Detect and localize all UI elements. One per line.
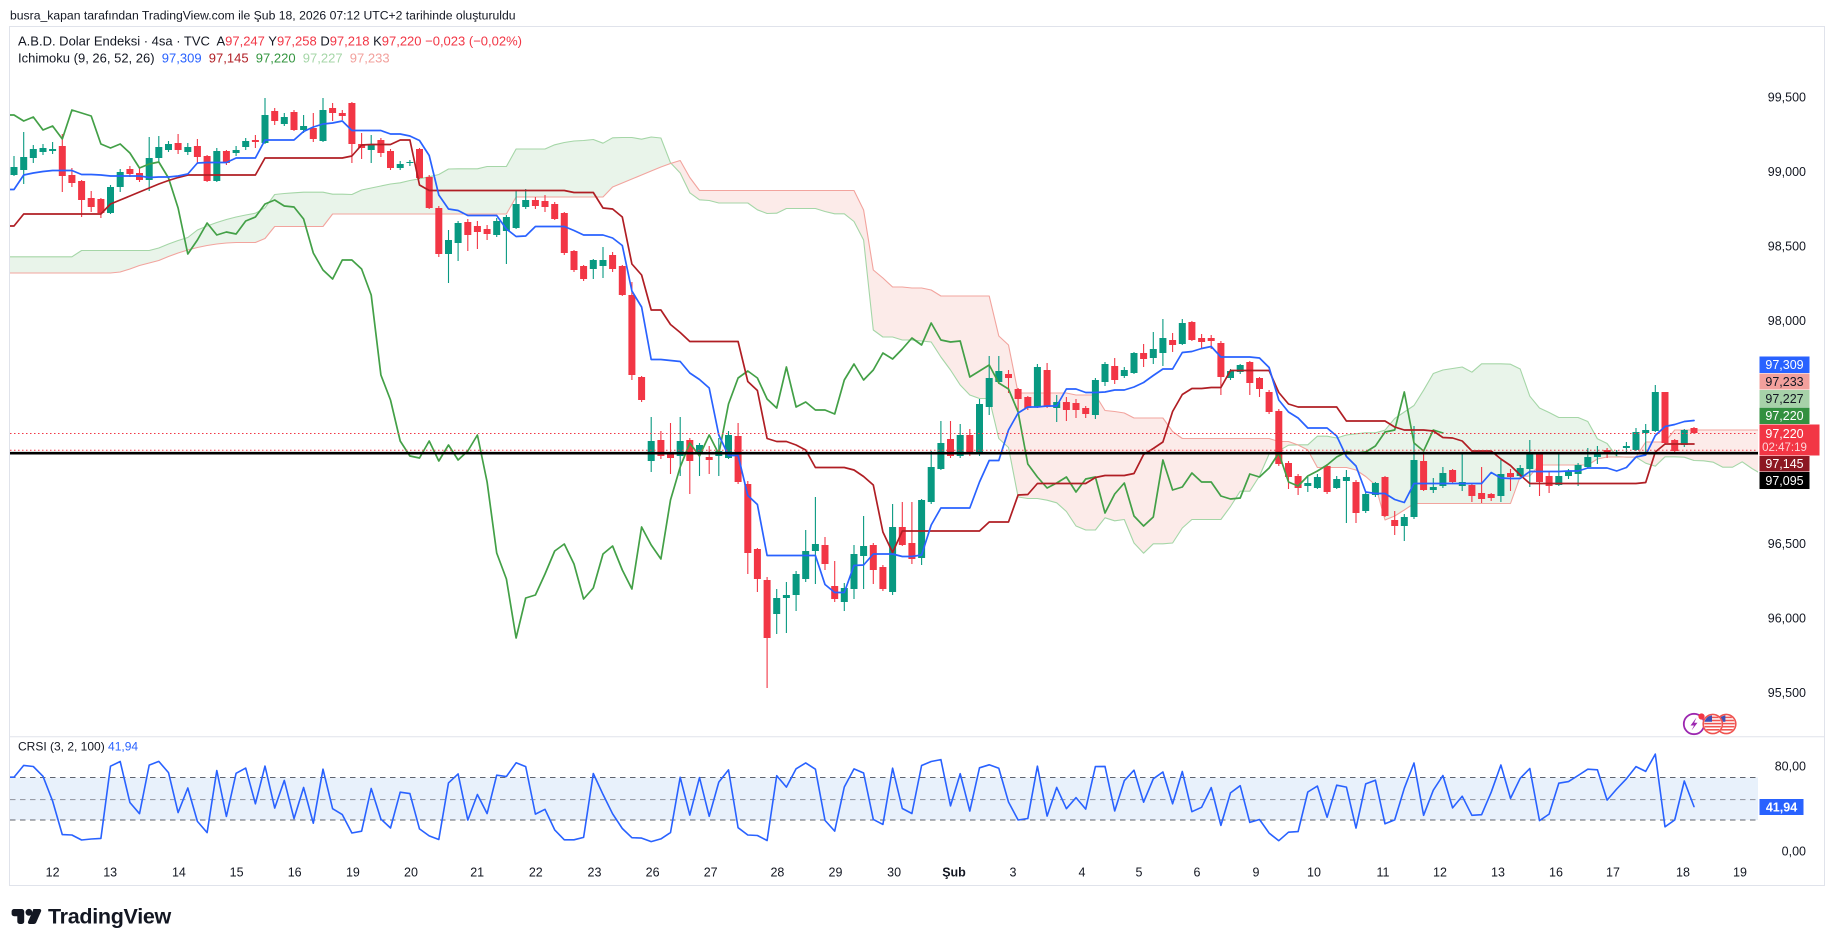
svg-text:97,095: 97,095: [1765, 474, 1803, 488]
svg-text:99,500: 99,500: [1768, 91, 1806, 105]
svg-text:13: 13: [103, 866, 117, 880]
svg-text:95,500: 95,500: [1768, 686, 1806, 700]
svg-text:12: 12: [1433, 866, 1447, 880]
svg-text:97,145: 97,145: [1765, 457, 1803, 471]
svg-text:41,94: 41,94: [1766, 800, 1797, 814]
svg-text:96,000: 96,000: [1768, 612, 1806, 626]
svg-text:6: 6: [1194, 866, 1201, 880]
svg-text:14: 14: [172, 866, 186, 880]
svg-text:98,500: 98,500: [1768, 240, 1806, 254]
svg-text:96,500: 96,500: [1768, 537, 1806, 551]
svg-text:97,220: 97,220: [1765, 409, 1803, 423]
svg-text:97,227: 97,227: [1765, 392, 1803, 406]
svg-text:TradingView: TradingView: [48, 905, 172, 929]
svg-text:26: 26: [646, 866, 660, 880]
svg-text:9: 9: [1253, 866, 1260, 880]
svg-text:17: 17: [1606, 866, 1620, 880]
svg-text:11: 11: [1377, 866, 1390, 880]
svg-text:80,00: 80,00: [1775, 760, 1806, 774]
svg-text:97,309: 97,309: [1765, 358, 1803, 372]
svg-text:CRSI (3, 2, 100) 41,94: CRSI (3, 2, 100) 41,94: [18, 740, 138, 754]
svg-text:10: 10: [1307, 866, 1321, 880]
svg-text:12: 12: [46, 866, 60, 880]
svg-text:23: 23: [588, 866, 602, 880]
svg-text:3: 3: [1010, 866, 1017, 880]
svg-text:Şub: Şub: [942, 866, 966, 880]
svg-text:98,000: 98,000: [1768, 314, 1806, 328]
svg-text:Ichimoku (9, 26, 52, 26) 97,3: Ichimoku (9, 26, 52, 26) 97,309 97,145 9…: [18, 51, 390, 66]
svg-text:busra_kapan tarafından Trading: busra_kapan tarafından TradingView.com i…: [10, 9, 516, 23]
svg-text:19: 19: [346, 866, 360, 880]
svg-text:97,220: 97,220: [1765, 427, 1803, 441]
svg-text:02:47:19: 02:47:19: [1762, 442, 1807, 454]
svg-text:30: 30: [887, 866, 901, 880]
svg-text:0,00: 0,00: [1782, 845, 1806, 859]
svg-text:15: 15: [230, 866, 244, 880]
svg-text:16: 16: [1549, 866, 1563, 880]
svg-text:22: 22: [529, 866, 543, 880]
svg-text:21: 21: [470, 866, 484, 880]
svg-text:28: 28: [770, 866, 784, 880]
svg-text:97,233: 97,233: [1765, 375, 1803, 389]
svg-text:16: 16: [288, 866, 302, 880]
svg-text:19: 19: [1733, 866, 1747, 880]
svg-text:20: 20: [404, 866, 418, 880]
svg-text:5: 5: [1136, 866, 1143, 880]
svg-text:18: 18: [1676, 866, 1690, 880]
svg-text:13: 13: [1491, 866, 1505, 880]
svg-text:99,000: 99,000: [1768, 165, 1806, 179]
svg-text:27: 27: [704, 866, 718, 880]
svg-text:29: 29: [829, 866, 843, 880]
svg-text:4: 4: [1079, 866, 1086, 880]
svg-text:A.B.D. Dolar Endeksi · 4sa · T: A.B.D. Dolar Endeksi · 4sa · TVC A97,247…: [18, 34, 522, 49]
